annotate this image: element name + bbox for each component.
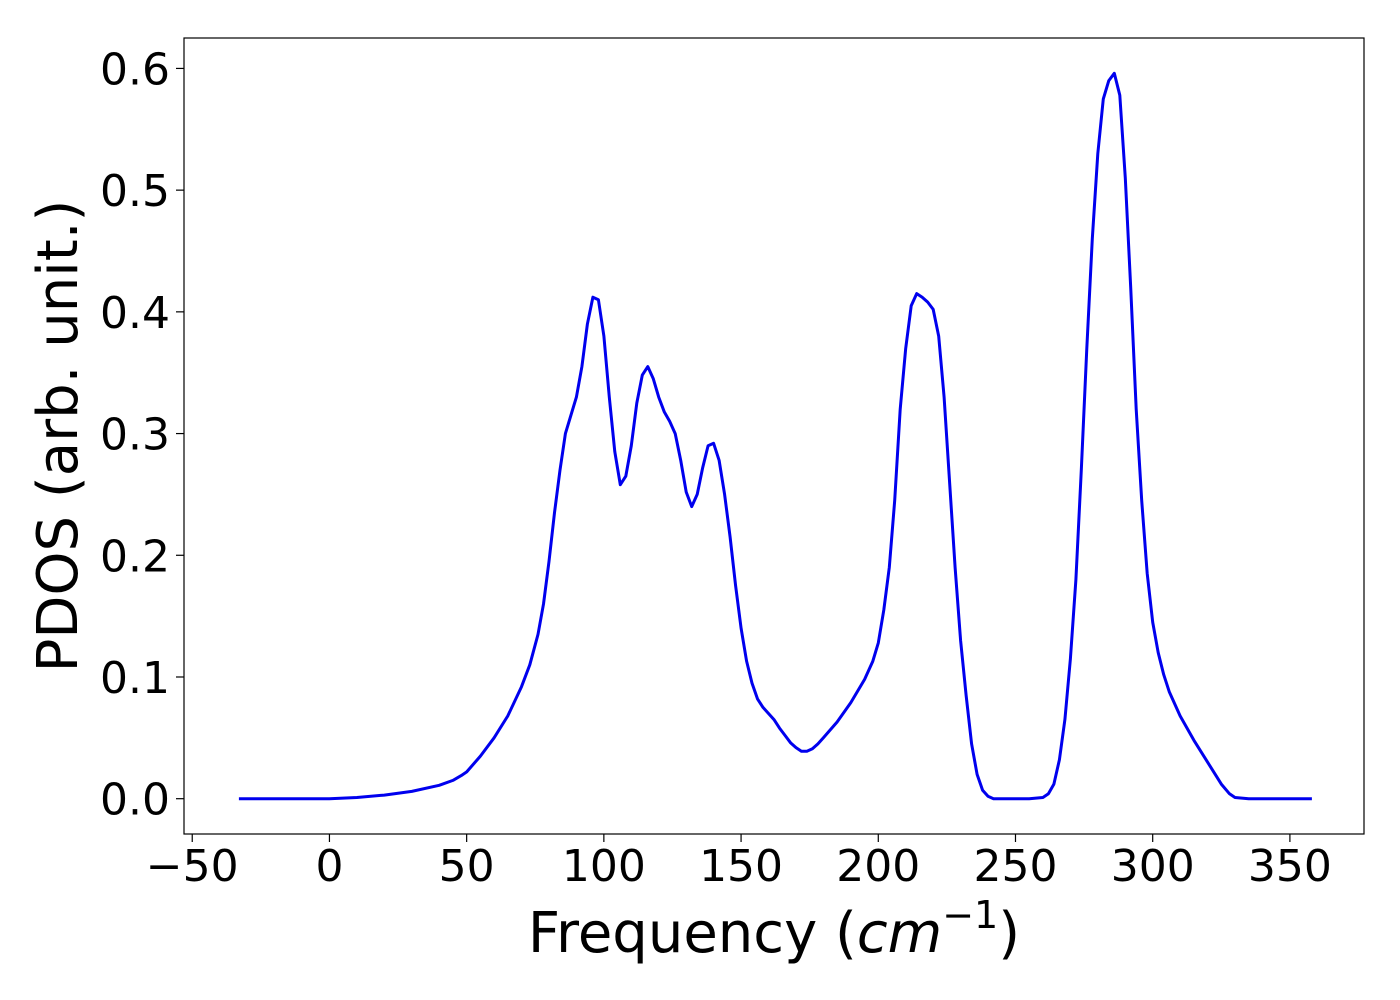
x-tick-label: 200 [836, 841, 920, 892]
x-tick-label: 150 [699, 841, 783, 892]
ticks-layer: −50 0 50 100 150 200 250 300 350 0.0 0.1 0.2 0.3 0.4 0… [100, 44, 1332, 892]
plot-frame [183, 37, 1365, 835]
x-tick-label: 100 [562, 841, 646, 892]
y-tick-label: 0.3 [100, 410, 170, 461]
x-tick-label: 250 [973, 841, 1057, 892]
x-tick-label: 50 [439, 841, 495, 892]
x-tick-label: 350 [1248, 841, 1332, 892]
x-tick-label: 300 [1111, 841, 1195, 892]
y-tick-label: 0.2 [100, 531, 170, 582]
plot-area-background [184, 38, 1364, 834]
x-axis-label-exponent: −1 [942, 893, 998, 937]
series-line-0 [238, 71, 1312, 801]
y-tick-label: 0.0 [100, 775, 170, 826]
x-axis-label-suffix: ) [998, 901, 1020, 966]
y-tick-label: 0.1 [100, 653, 170, 704]
data-layer [238, 71, 1312, 801]
y-axis-label: PDOS (arb. unit.) [26, 200, 91, 673]
x-axis-label-unit: cm [857, 901, 942, 966]
y-tick-label: 0.5 [100, 166, 170, 217]
y-tick-label: 0.4 [100, 288, 170, 339]
x-tick-label: 0 [315, 841, 343, 892]
x-axis-label-prefix: Frequency ( [528, 901, 857, 966]
x-tick-label: −50 [146, 841, 239, 892]
y-tick-label: 0.6 [100, 44, 170, 95]
x-axis-label: Frequency (cm−1) [528, 893, 1020, 966]
